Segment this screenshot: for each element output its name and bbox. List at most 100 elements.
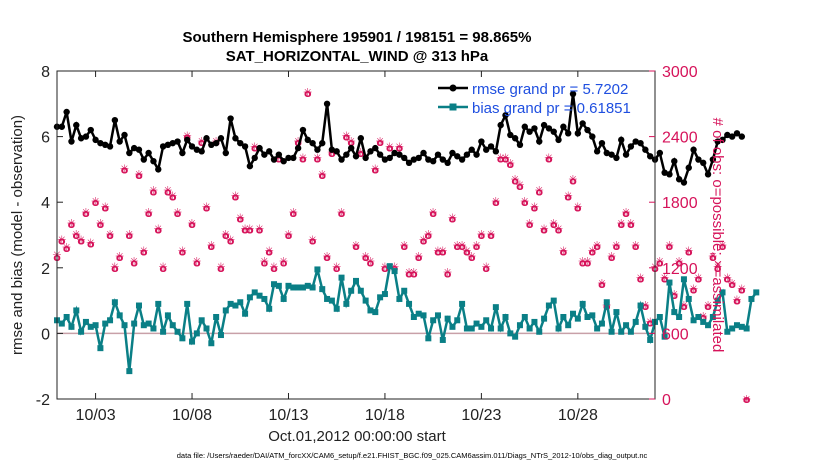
assimilated-marker: ✳	[356, 146, 365, 159]
bias-point	[594, 325, 601, 332]
plot-frame	[56, 70, 656, 400]
bias-point	[415, 310, 422, 317]
bias-point	[338, 274, 345, 281]
assimilated-marker: ✳	[57, 233, 66, 246]
possible-marker: o	[478, 229, 486, 242]
possible-marker: o	[63, 242, 71, 255]
possible-marker: o	[116, 251, 124, 264]
bias-point	[632, 318, 639, 325]
rmse-point	[299, 126, 307, 134]
rmse-point	[208, 141, 215, 148]
possible-marker: o	[497, 152, 505, 165]
bias-point	[246, 294, 253, 301]
possible-marker: o	[724, 273, 732, 286]
rmse-point	[280, 158, 287, 165]
bias-point	[97, 345, 104, 352]
assimilated-marker: ✳	[684, 244, 693, 257]
bias-point	[444, 315, 451, 322]
assimilated-marker: ✳	[438, 244, 447, 257]
possible-marker: o	[719, 240, 727, 253]
rmse-point	[415, 154, 422, 162]
assimilated-marker: ✳	[158, 261, 167, 274]
rmse-point	[323, 100, 331, 108]
rmse-point	[270, 156, 278, 163]
rmse-point	[376, 151, 384, 158]
rmse-point	[82, 133, 90, 140]
rmse-point	[540, 121, 548, 129]
rmse-point	[613, 154, 620, 162]
bias-point	[348, 287, 355, 294]
bias-point	[637, 302, 644, 309]
possible-marker: o	[560, 245, 568, 258]
assimilated-marker: ✳	[207, 239, 216, 252]
rmse-point	[73, 121, 80, 129]
possible-marker: o	[92, 196, 100, 209]
possible-marker: o	[743, 393, 751, 406]
assimilated-marker: ✳	[390, 261, 399, 274]
rmse-point	[184, 136, 191, 144]
bias-point	[242, 310, 249, 317]
rmse-point	[695, 156, 702, 163]
rmse-point	[516, 141, 524, 148]
y2-axis-label: # of obs: o=possible; ×=assimilated	[709, 118, 726, 353]
bias-point	[102, 320, 109, 327]
rmse-point	[507, 131, 514, 139]
possible-marker: o	[507, 158, 515, 171]
possible-marker: o	[584, 256, 592, 269]
bias-point	[328, 297, 335, 304]
bias-point	[434, 312, 441, 319]
rmse-point	[521, 123, 528, 130]
assimilated-marker: ✳	[197, 135, 206, 148]
bias-point	[603, 299, 610, 306]
possible-marker: o	[328, 147, 336, 160]
rmse-point	[511, 135, 519, 142]
bias-point	[217, 332, 224, 339]
rmse-point	[352, 153, 360, 160]
bias-point	[401, 287, 408, 294]
possible-marker: o	[468, 251, 476, 264]
bias-point	[468, 325, 475, 332]
bias-point	[362, 297, 369, 304]
assimilated-marker: ✳	[636, 272, 645, 285]
possible-marker: o	[188, 218, 196, 231]
assimilated-marker: ✳	[72, 228, 81, 241]
bias-point	[589, 312, 596, 319]
bias-point	[324, 295, 331, 302]
rmse-point	[159, 143, 167, 150]
assimilated-marker: ✳	[689, 283, 698, 296]
assimilated-marker: ✳	[269, 261, 278, 274]
x-tick-label: 10/03	[76, 407, 116, 424]
rmse-point	[410, 156, 418, 163]
assimilated-marker: ✳	[240, 222, 249, 235]
bias-point	[319, 286, 326, 293]
bias-point	[516, 322, 523, 329]
y2-tick-label: 2400	[662, 130, 698, 147]
possible-marker: o	[347, 136, 355, 149]
assimilated-marker: ✳	[274, 151, 283, 164]
bias-point	[203, 325, 210, 332]
possible-marker: o	[449, 213, 457, 226]
rmse-point	[560, 123, 567, 130]
bias-point	[753, 289, 760, 296]
possible-marker: o	[280, 256, 288, 269]
assimilated-marker: ✳	[559, 244, 568, 257]
assimilated-marker: ✳	[105, 228, 114, 241]
possible-marker: o	[695, 273, 703, 286]
bias-point	[449, 323, 456, 330]
rmse-point	[251, 154, 258, 162]
assimilated-marker: ✳	[433, 244, 442, 257]
possible-marker: o	[656, 256, 664, 269]
rmse-point	[405, 159, 413, 167]
rmse-point	[675, 176, 683, 183]
possible-marker: o	[299, 152, 307, 165]
rmse-point	[728, 133, 736, 140]
bias-point	[237, 299, 244, 306]
legend-bias-marker	[449, 103, 457, 111]
assimilated-marker: ✳	[361, 250, 370, 263]
assimilated-marker: ✳	[443, 266, 452, 279]
legend-rmse-label: rmse grand pr = 5.7202	[472, 81, 628, 98]
y-tick-label: 0	[41, 326, 50, 343]
possible-marker: o	[97, 218, 105, 231]
possible-marker: o	[574, 202, 582, 215]
bias-point	[410, 314, 417, 320]
